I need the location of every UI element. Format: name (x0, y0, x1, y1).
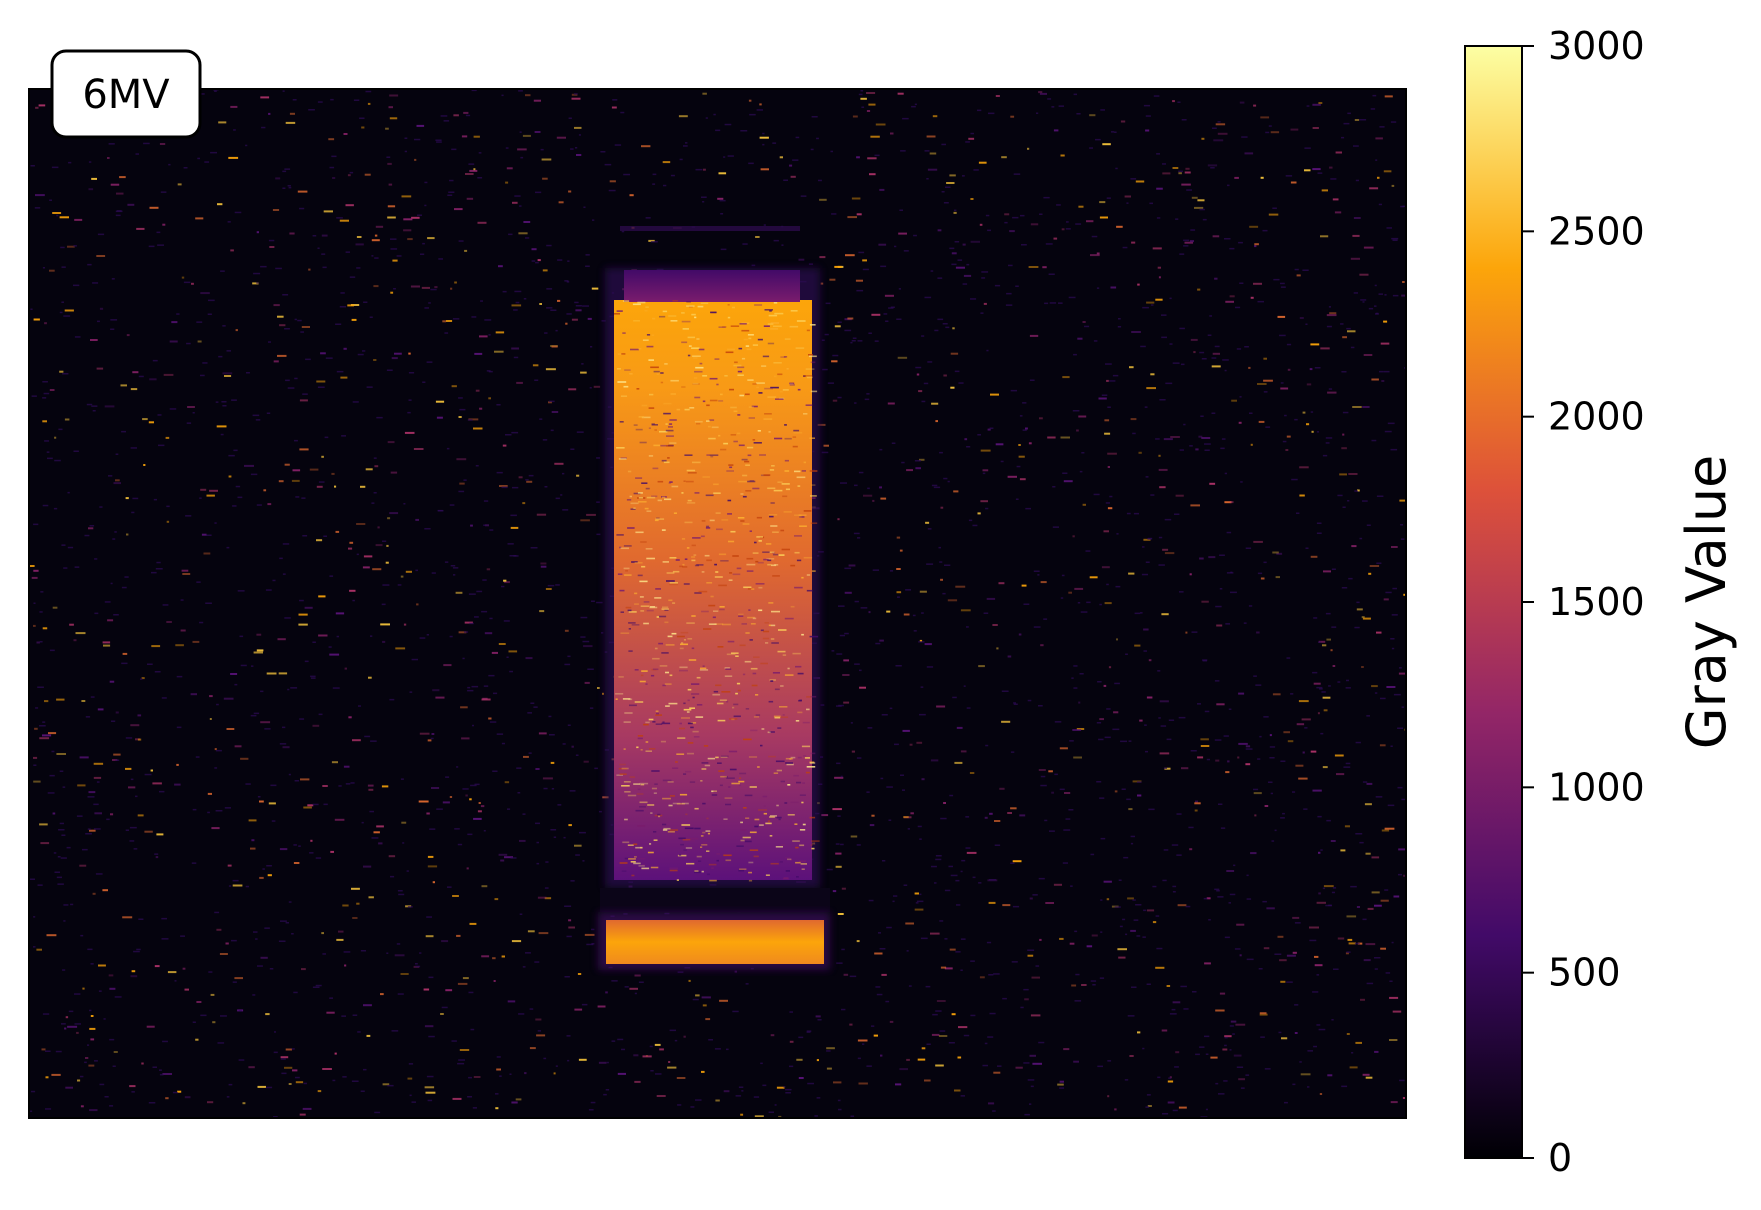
panel-tag: 6MV (50, 49, 202, 139)
colorbar-tick-label: 1000 (1548, 765, 1645, 809)
colorbar-label: Gray Value (1675, 455, 1738, 750)
main-field-top-cap (624, 270, 800, 302)
heatmap-image (29, 89, 1406, 1118)
field-texture (614, 300, 820, 882)
colorbar-tick-label: 3000 (1548, 24, 1645, 68)
colorbar-tick-label: 2000 (1548, 395, 1645, 439)
panel-tag-label: 6MV (82, 72, 170, 118)
image-frame (28, 88, 1407, 1119)
lower-strip (598, 912, 830, 970)
panel-tag-box (50, 49, 202, 139)
gap-band (600, 888, 830, 912)
colorbar-ticks: 0 500 1000 1500 2000 2500 3000 (1522, 24, 1645, 1180)
colorbar-tick-label: 500 (1548, 951, 1621, 995)
main-field (605, 268, 820, 888)
colorbar-tick-label: 0 (1548, 1136, 1572, 1180)
colorbar-gradient (1464, 45, 1523, 1159)
top-faint-line (620, 226, 800, 231)
lower-strip-body (606, 920, 824, 964)
colorbar-tick-label: 2500 (1548, 209, 1645, 253)
main-field-body (614, 300, 812, 880)
colorbar-tick-label: 1500 (1548, 580, 1645, 624)
colorbar: 0 500 1000 1500 2000 2500 3000 Gray Value (1464, 24, 1738, 1180)
